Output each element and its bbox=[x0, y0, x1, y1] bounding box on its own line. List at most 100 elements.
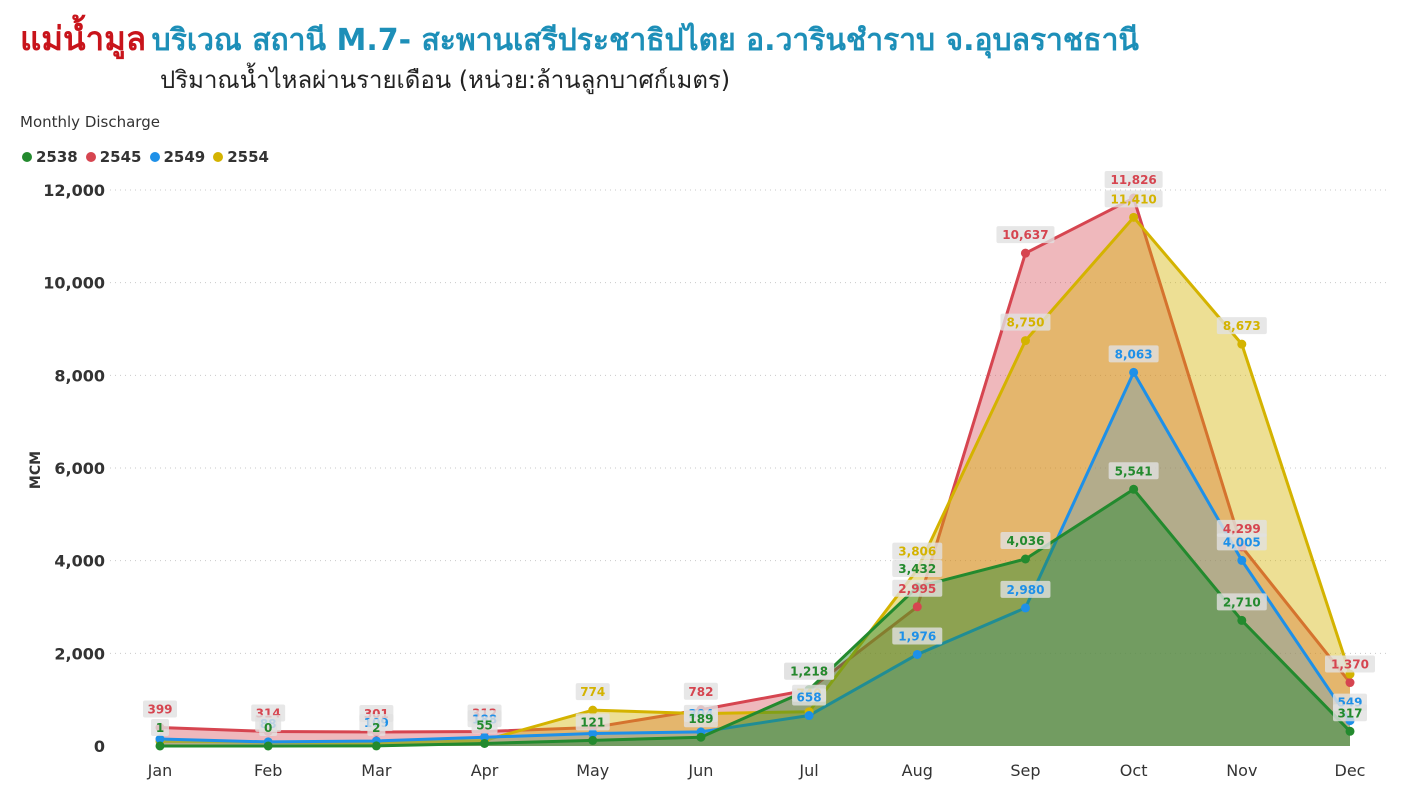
data-label-bg bbox=[1333, 704, 1367, 722]
series-2545-point bbox=[1020, 248, 1030, 258]
series-2538-point bbox=[588, 735, 598, 745]
x-tick-label: Feb bbox=[254, 761, 282, 780]
page-subtitle: ปริมาณน้ำไหลผ่านรายเดือน (หน่วย:ล้านลูกบ… bbox=[160, 66, 731, 94]
chart-legend: 2538 2545 2549 2554 bbox=[22, 148, 269, 166]
data-label-bg bbox=[1000, 580, 1051, 598]
data-label: 1,976 bbox=[898, 629, 936, 643]
data-label-bg bbox=[471, 716, 498, 734]
data-label: 317 bbox=[1337, 706, 1362, 720]
x-tick-label: Apr bbox=[471, 761, 499, 780]
y-tick-label: 10,000 bbox=[43, 274, 105, 293]
data-label: 55 bbox=[476, 718, 493, 732]
data-label-bg bbox=[1000, 531, 1051, 549]
x-tick-label: Nov bbox=[1226, 761, 1257, 780]
data-label: 11,826 bbox=[1110, 173, 1156, 187]
data-label: 1,218 bbox=[790, 665, 828, 679]
data-label: 4,036 bbox=[1006, 534, 1044, 548]
series-2549-point bbox=[480, 732, 490, 742]
data-label-bg bbox=[892, 579, 943, 597]
data-label: 8,063 bbox=[1115, 347, 1153, 361]
legend-item-2549[interactable]: 2549 bbox=[149, 148, 206, 166]
series-2538-point bbox=[1020, 554, 1030, 564]
data-label: 658 bbox=[797, 691, 822, 705]
data-label-bg bbox=[683, 682, 718, 700]
data-label-bg bbox=[1216, 317, 1267, 335]
legend-item-2545[interactable]: 2545 bbox=[85, 148, 142, 166]
legend-marker bbox=[213, 152, 224, 162]
data-label: 121 bbox=[580, 715, 605, 729]
legend-item-2554[interactable]: 2554 bbox=[213, 148, 269, 166]
y-tick-label: 8,000 bbox=[54, 366, 105, 385]
x-tick-label: Jul bbox=[798, 761, 818, 780]
data-label-bg bbox=[367, 718, 386, 736]
data-label-bg bbox=[1216, 533, 1267, 551]
x-tick-label: Sep bbox=[1010, 761, 1040, 780]
legend-label: 2538 bbox=[36, 148, 78, 166]
data-label-bg bbox=[683, 710, 718, 728]
data-label: 4,005 bbox=[1223, 535, 1261, 549]
series-2545-area bbox=[160, 198, 1350, 746]
series-2554-point bbox=[1237, 339, 1247, 349]
data-label: 3,806 bbox=[898, 545, 936, 559]
series-2538-point bbox=[480, 738, 490, 748]
data-label-bg bbox=[1104, 171, 1163, 189]
legend-label: 2549 bbox=[163, 148, 206, 166]
data-label-bg bbox=[996, 226, 1055, 244]
series-2545-point bbox=[912, 602, 922, 612]
series-2549-point bbox=[588, 728, 598, 738]
page-title: แม่น้ำมูล บริเวณ สถานี M.7- สะพานเสรีประ… bbox=[20, 12, 1139, 65]
data-label: 2,980 bbox=[1006, 583, 1044, 597]
series-2549-line bbox=[159, 370, 1352, 744]
data-label-bg bbox=[892, 542, 943, 560]
data-label: 774 bbox=[580, 685, 605, 699]
y-tick-label: 6,000 bbox=[54, 459, 105, 478]
series-2538-point bbox=[155, 741, 165, 751]
series-2545-point bbox=[1345, 678, 1355, 688]
series-2554-point bbox=[1129, 212, 1139, 222]
data-label-bg bbox=[1000, 313, 1051, 331]
x-tick-label: Jun bbox=[687, 761, 713, 780]
data-label-bg bbox=[143, 700, 177, 718]
data-label: 11,410 bbox=[1110, 192, 1156, 206]
series-2549-point bbox=[1020, 603, 1030, 613]
series-2538-point bbox=[696, 732, 706, 742]
series-2549-point bbox=[155, 734, 165, 744]
series-2549-area bbox=[160, 372, 1350, 746]
series-2538-line bbox=[159, 487, 1352, 748]
legend-item-2538[interactable]: 2538 bbox=[22, 148, 78, 166]
data-label-bg bbox=[575, 683, 610, 701]
x-tick-label: Oct bbox=[1120, 761, 1148, 780]
legend-marker bbox=[149, 152, 160, 162]
data-label: 8,750 bbox=[1006, 316, 1044, 330]
series-2538-point bbox=[1237, 615, 1247, 625]
series-2554-point bbox=[588, 705, 598, 715]
series-2538-point bbox=[371, 741, 381, 751]
data-label-bg bbox=[1104, 190, 1163, 208]
data-label-bg bbox=[892, 627, 943, 645]
data-label-bg bbox=[792, 688, 827, 706]
data-label: 0 bbox=[264, 721, 272, 735]
data-label: 189 bbox=[688, 712, 713, 726]
chart-title: Monthly Discharge bbox=[20, 113, 160, 131]
data-label-bg bbox=[1216, 593, 1267, 611]
x-tick-label: Aug bbox=[902, 761, 933, 780]
x-tick-label: Jan bbox=[147, 761, 173, 780]
data-label-bg bbox=[892, 559, 943, 577]
series-2554-area bbox=[160, 217, 1350, 746]
x-tick-label: Mar bbox=[361, 761, 392, 780]
data-label-bg bbox=[1216, 519, 1267, 537]
data-label-bg bbox=[151, 718, 169, 736]
data-label: 3,432 bbox=[898, 562, 936, 576]
series-2538-point bbox=[1345, 726, 1355, 736]
legend-label: 2554 bbox=[227, 148, 269, 166]
data-label: 782 bbox=[688, 685, 713, 699]
x-tick-label: May bbox=[576, 761, 609, 780]
title-river: แม่น้ำมูล bbox=[20, 19, 147, 58]
data-label: 399 bbox=[147, 703, 172, 717]
y-tick-label: 4,000 bbox=[54, 552, 105, 571]
series-2549-point bbox=[804, 711, 814, 721]
y-tick-label: 12,000 bbox=[43, 181, 105, 200]
legend-marker bbox=[85, 152, 96, 162]
data-label: 2 bbox=[372, 721, 380, 735]
